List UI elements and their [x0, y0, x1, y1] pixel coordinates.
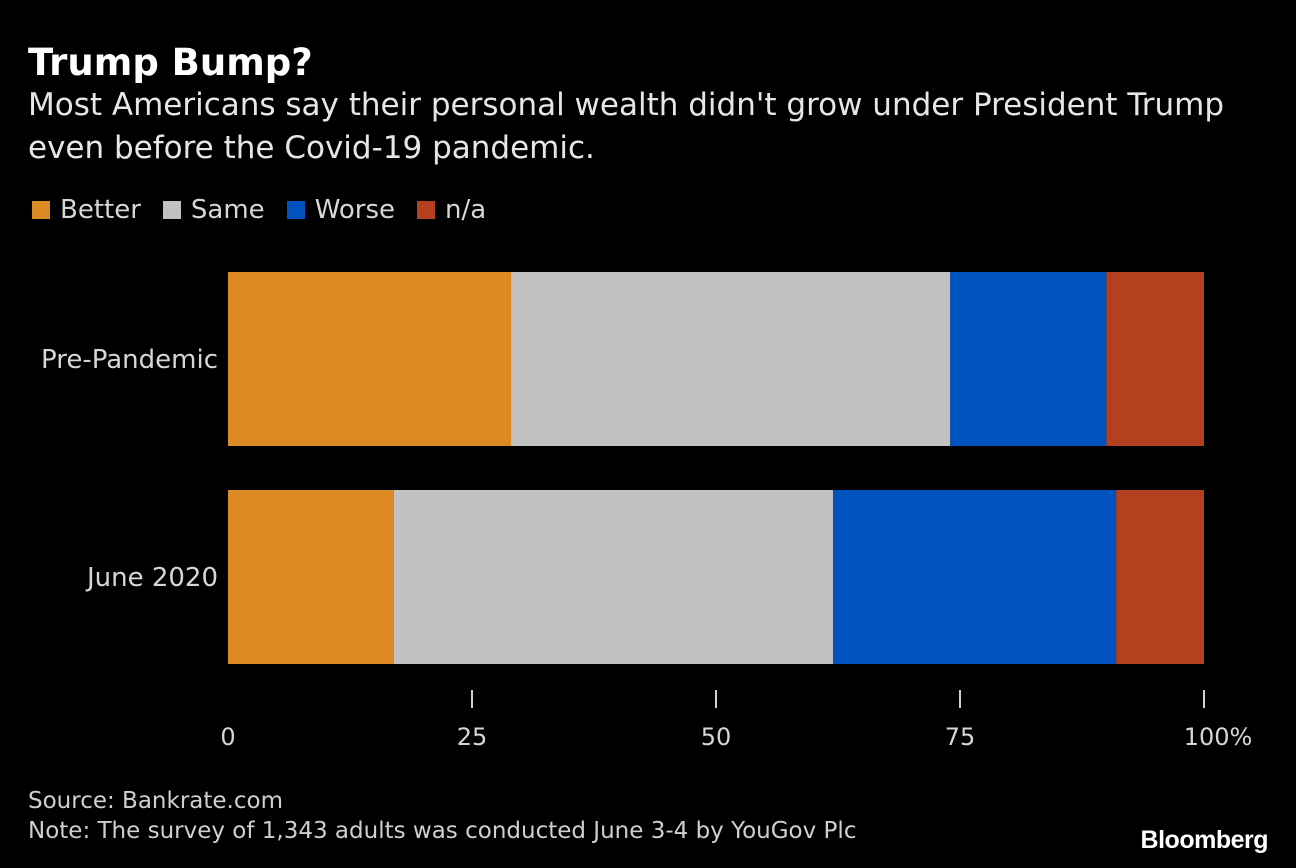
bar-segment-pre-pandemic-n-a: [1106, 272, 1204, 446]
bar-segment-pre-pandemic-worse: [950, 272, 1107, 446]
legend-label: Same: [190, 195, 265, 225]
bar-segment-pre-pandemic-better: [228, 272, 512, 446]
x-tick-label: 50: [701, 723, 732, 751]
x-tick-label: 75: [945, 723, 976, 751]
legend-item-same: Same: [162, 195, 265, 225]
legend-label: Better: [60, 195, 141, 225]
x-tick-label: 0: [220, 723, 235, 751]
x-tick-label: 100%: [1184, 723, 1253, 751]
legend-item-better: Better: [32, 195, 141, 225]
category-label: Pre-Pandemic: [41, 345, 218, 375]
brand-logo: Bloomberg: [1140, 826, 1269, 854]
legend-item-worse: Worse: [286, 195, 396, 225]
legend-swatch: [32, 201, 50, 219]
chart-subtitle: Most Americans say their personal wealth…: [28, 87, 1225, 166]
legend-swatch: [417, 201, 436, 219]
legend-label: n/a: [445, 195, 487, 225]
source-note: Source: Bankrate.com: [28, 788, 283, 814]
bar-segment-pre-pandemic-same: [511, 272, 951, 446]
survey-note: Note: The survey of 1,343 adults was con…: [28, 818, 857, 844]
legend-swatch: [162, 201, 181, 219]
bar-segment-june-2020-better: [228, 490, 394, 664]
category-label: June 2020: [85, 563, 218, 593]
legend-swatch: [286, 201, 305, 219]
bar-segment-june-2020-same: [393, 490, 834, 664]
chart-legend: Better Same Worse n/a: [32, 192, 508, 228]
legend-item-n-a: n/a: [417, 195, 486, 225]
legend-label: Worse: [314, 195, 396, 225]
chart-title: Trump Bump?: [28, 41, 313, 84]
bar-segment-june-2020-worse: [833, 490, 1117, 664]
x-tick-label: 25: [457, 723, 488, 751]
bar-segment-june-2020-n-a: [1116, 490, 1204, 664]
